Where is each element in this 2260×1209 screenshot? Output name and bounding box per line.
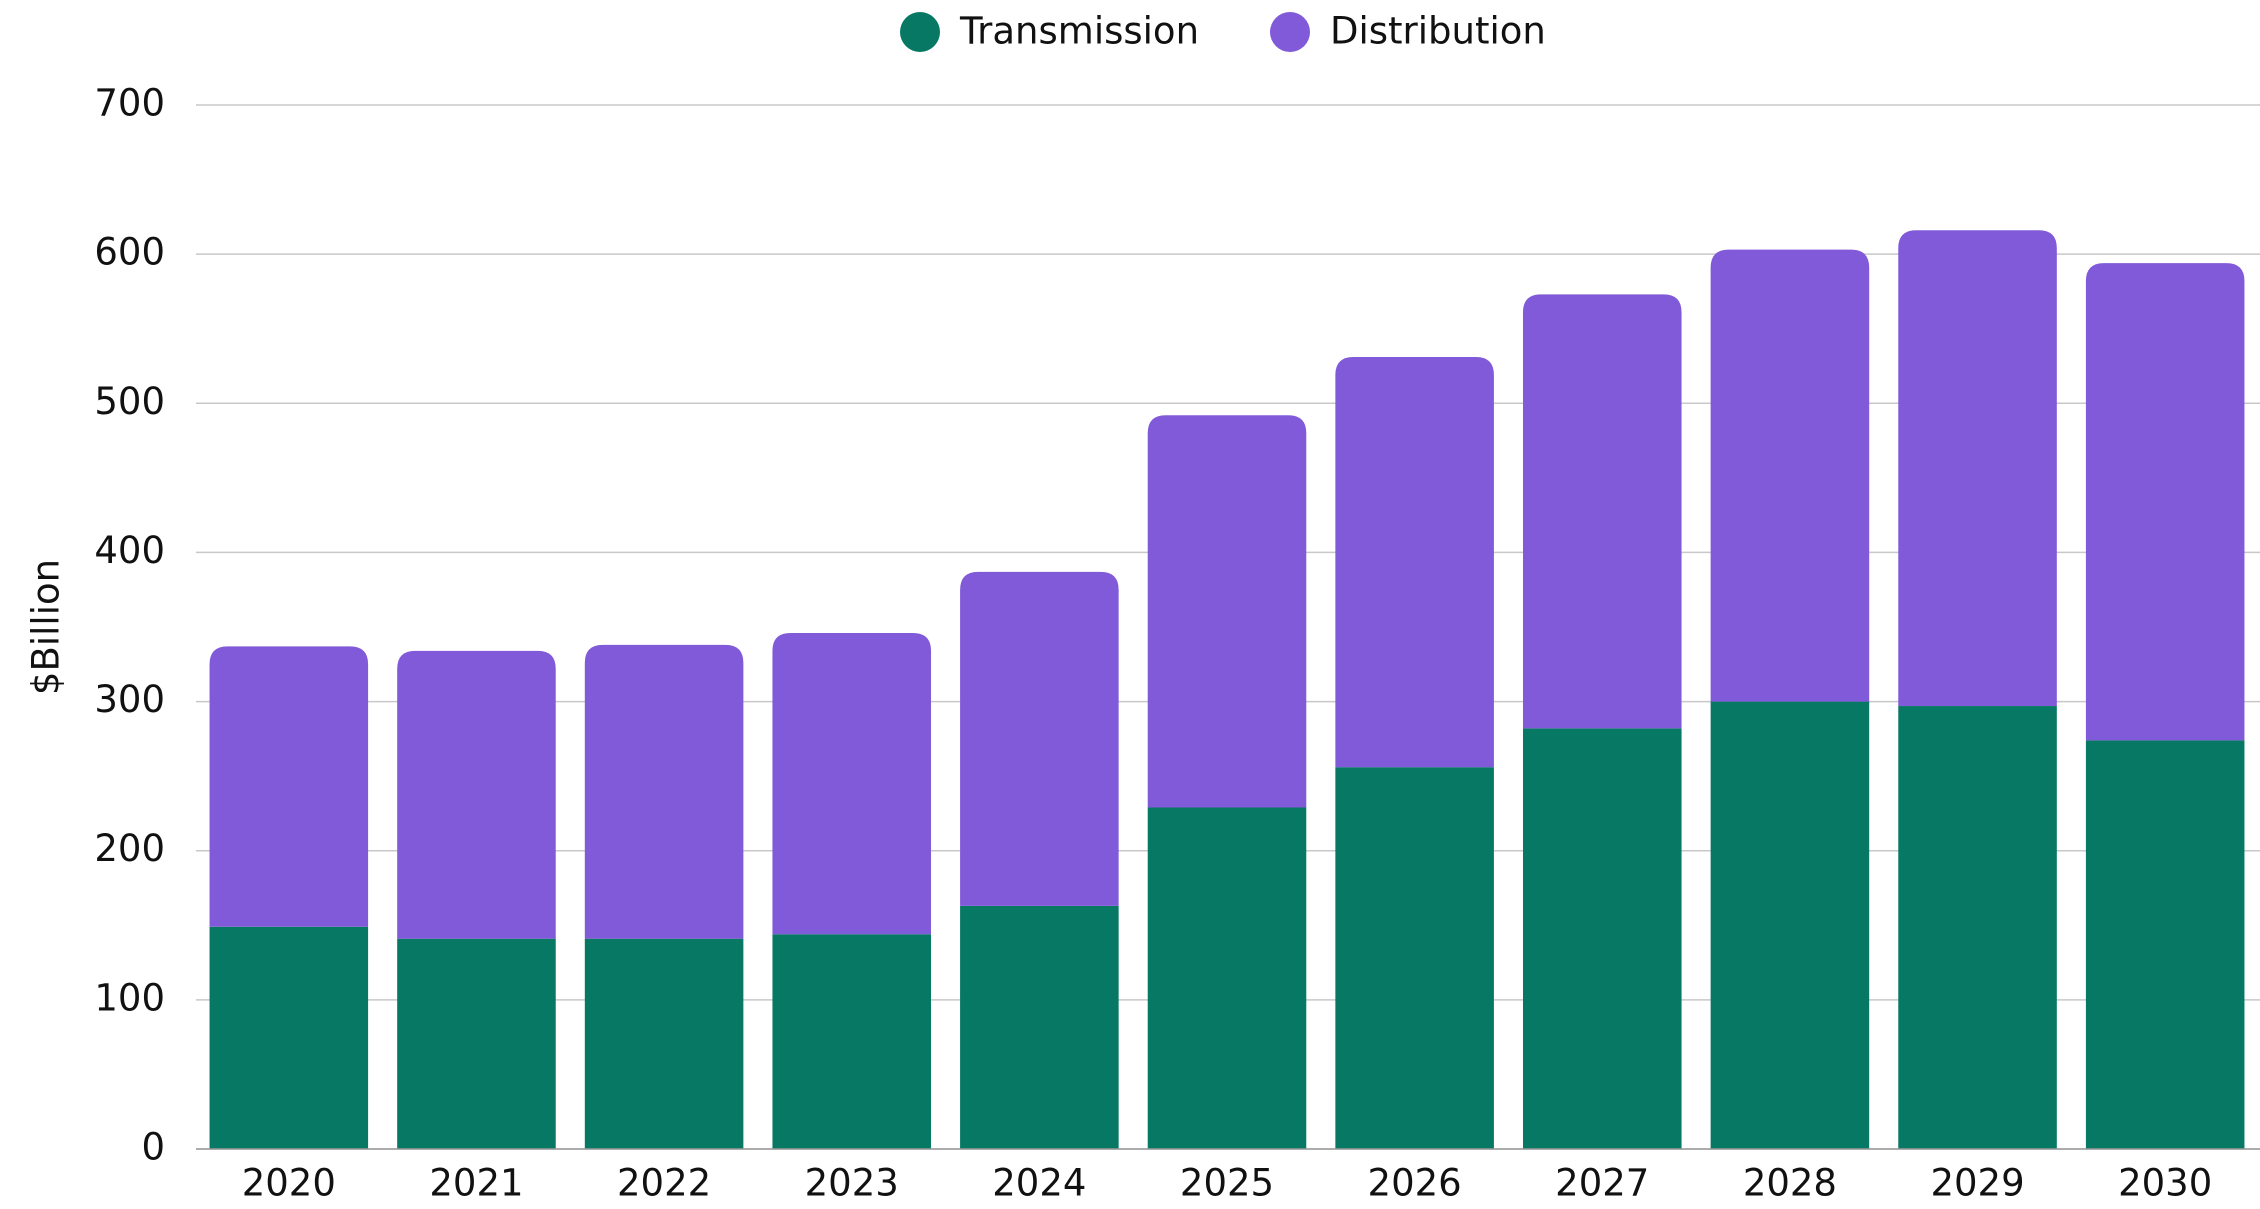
y-tick-label: 400 [94, 529, 165, 572]
bar-segment [1710, 249, 1870, 702]
bar-segment [584, 938, 744, 1149]
bar-segment [1522, 294, 1682, 729]
y-tick-label: 300 [94, 678, 165, 721]
bar-segment [1335, 357, 1494, 768]
y-tick-label: 500 [94, 380, 165, 423]
legend-swatch [1270, 12, 1310, 52]
y-tick-label: 0 [141, 1126, 165, 1169]
x-tick-label: 2022 [617, 1162, 711, 1205]
bar-segment [209, 646, 369, 927]
x-tick-label: 2020 [242, 1162, 336, 1205]
bar-segment [960, 571, 1119, 906]
x-tick-label: 2025 [1180, 1162, 1274, 1205]
bar-segment [397, 650, 556, 939]
y-axis-label: $Billion [25, 559, 68, 695]
bar-segment [1522, 728, 1682, 1149]
y-tick-label: 100 [94, 976, 165, 1019]
bar-segment [584, 644, 744, 939]
bar-segment [2085, 263, 2245, 741]
x-tick-label: 2026 [1368, 1162, 1462, 1205]
y-tick-label: 200 [94, 827, 165, 870]
bar-segment [397, 938, 556, 1149]
bar-segment [1147, 415, 1307, 808]
bar-segment [1335, 767, 1494, 1149]
x-tick-label: 2023 [805, 1162, 899, 1205]
y-tick-label: 700 [94, 82, 165, 125]
legend-label: Distribution [1330, 10, 1546, 53]
x-tick-label: 2027 [1555, 1162, 1649, 1205]
x-tick-label: 2029 [1930, 1162, 2024, 1205]
x-tick-label: 2030 [2118, 1162, 2212, 1205]
x-tick-label: 2021 [429, 1162, 523, 1205]
x-tick-label: 2028 [1743, 1162, 1837, 1205]
y-tick-label: 600 [94, 231, 165, 274]
bar-segment [960, 905, 1119, 1149]
bar-segment [209, 926, 369, 1149]
bar-segment [1898, 706, 2057, 1149]
bar-segment [1710, 701, 1870, 1149]
bar-segment [1147, 807, 1307, 1149]
bar-segment [2085, 740, 2245, 1149]
bar-segment [1898, 230, 2057, 707]
x-tick-label: 2024 [992, 1162, 1086, 1205]
bar-segment [772, 934, 932, 1149]
bar-segment [772, 632, 932, 935]
legend-swatch [900, 12, 940, 52]
legend-label: Transmission [959, 10, 1199, 53]
